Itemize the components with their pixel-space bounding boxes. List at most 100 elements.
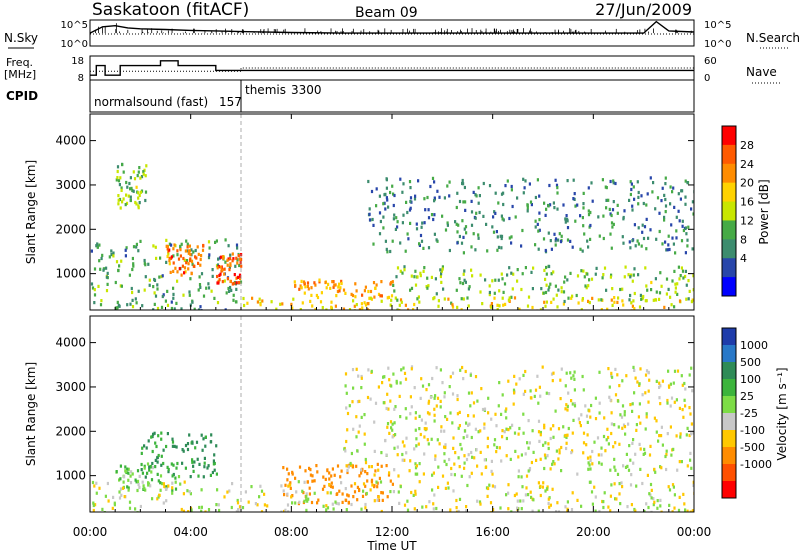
heatmap-cell	[456, 241, 459, 245]
heatmap-cell	[645, 415, 648, 419]
heatmap-cell	[488, 184, 492, 188]
heatmap-cell	[594, 509, 597, 512]
heatmap-cell	[226, 490, 229, 494]
heatmap-cell	[581, 249, 584, 253]
heatmap-cell	[691, 200, 694, 204]
velocity-colorbar-tick-label: 25	[740, 390, 754, 403]
heatmap-cell	[491, 225, 494, 229]
heatmap-cell	[673, 506, 676, 510]
heatmap-cell	[459, 442, 462, 447]
heatmap-cell	[667, 234, 670, 238]
heatmap-cell	[557, 238, 560, 242]
heatmap-cell	[469, 373, 472, 377]
heatmap-cell	[446, 481, 449, 485]
heatmap-cell	[690, 422, 693, 426]
heatmap-cell	[305, 508, 308, 512]
heatmap-cell	[598, 411, 601, 415]
heatmap-cell	[458, 234, 461, 239]
heatmap-cell	[410, 490, 413, 495]
heatmap-cell	[384, 207, 387, 211]
heatmap-cell	[470, 245, 473, 249]
heatmap-cell	[606, 427, 609, 431]
heatmap-cell	[470, 471, 473, 475]
heatmap-cell	[594, 272, 597, 276]
heatmap-cell	[595, 266, 598, 270]
heatmap-cell	[342, 288, 346, 292]
heatmap-cell	[131, 256, 134, 261]
heatmap-cell	[440, 425, 443, 429]
heatmap-cell	[154, 245, 157, 249]
heatmap-cell	[156, 287, 159, 291]
heatmap-cell	[478, 500, 482, 504]
heatmap-cell	[287, 472, 290, 476]
heatmap-cell	[339, 475, 342, 479]
heatmap-cell	[644, 373, 648, 377]
heatmap-cell	[394, 433, 397, 437]
heatmap-cell	[370, 189, 374, 194]
heatmap-cell	[128, 273, 131, 277]
heatmap-cell	[366, 395, 370, 400]
heatmap-cell	[393, 446, 396, 450]
heatmap-cell	[380, 509, 383, 512]
heatmap-cell	[372, 281, 376, 285]
heatmap-cell	[517, 469, 520, 473]
heatmap-cell	[678, 219, 681, 223]
heatmap-cell	[391, 482, 394, 486]
heatmap-cell	[560, 367, 563, 371]
heatmap-cell	[554, 237, 558, 241]
heatmap-cell	[654, 277, 657, 281]
heatmap-cell	[537, 481, 540, 485]
heatmap-cell	[497, 245, 501, 249]
heatmap-cell	[513, 431, 517, 435]
heatmap-cell	[500, 234, 504, 238]
heatmap-cell	[207, 286, 211, 290]
heatmap-cell	[616, 211, 619, 215]
heatmap-cell	[545, 272, 548, 276]
heatmap-cell	[92, 503, 95, 508]
heatmap-cell	[679, 197, 682, 201]
heatmap-cell	[223, 495, 226, 499]
heatmap-cell	[634, 244, 637, 248]
heatmap-cell	[187, 249, 190, 253]
heatmap-cell	[605, 198, 608, 202]
heatmap-cell	[617, 425, 620, 429]
heatmap-cell	[162, 448, 165, 452]
heatmap-cell	[421, 221, 424, 225]
heatmap-cell	[583, 275, 586, 279]
heatmap-cell	[520, 287, 523, 292]
power-y-tick-label: 4000	[55, 134, 86, 148]
heatmap-cell	[443, 445, 446, 449]
heatmap-cell	[389, 190, 392, 195]
heatmap-cell	[504, 409, 507, 413]
heatmap-cell	[472, 414, 475, 418]
heatmap-cell	[552, 435, 555, 439]
heatmap-cell	[120, 186, 123, 190]
heatmap-cell	[143, 168, 146, 172]
heatmap-cell	[544, 304, 547, 308]
heatmap-cell	[659, 504, 662, 508]
heatmap-cell	[673, 400, 676, 404]
heatmap-cell	[618, 384, 621, 388]
heatmap-cell	[590, 277, 594, 281]
heatmap-cell	[156, 472, 159, 476]
heatmap-cell	[685, 297, 688, 301]
heatmap-cell	[405, 436, 408, 440]
heatmap-cell	[656, 499, 659, 503]
heatmap-cell	[655, 237, 658, 241]
heatmap-cell	[391, 239, 394, 243]
heatmap-cell	[240, 257, 243, 262]
heatmap-cell	[370, 465, 373, 469]
heatmap-cell	[164, 299, 167, 303]
heatmap-cell	[632, 185, 635, 189]
heatmap-cell	[682, 276, 685, 280]
heatmap-cell	[663, 215, 666, 219]
heatmap-cell	[329, 491, 332, 495]
velocity-colorbar-tick-label: -25	[740, 407, 758, 420]
heatmap-cell	[635, 428, 638, 432]
heatmap-cell	[506, 273, 509, 277]
heatmap-cell	[141, 471, 144, 475]
heatmap-cell	[474, 193, 477, 197]
heatmap-cell	[560, 290, 563, 294]
heatmap-cell	[127, 194, 130, 198]
heatmap-cell	[474, 427, 477, 431]
